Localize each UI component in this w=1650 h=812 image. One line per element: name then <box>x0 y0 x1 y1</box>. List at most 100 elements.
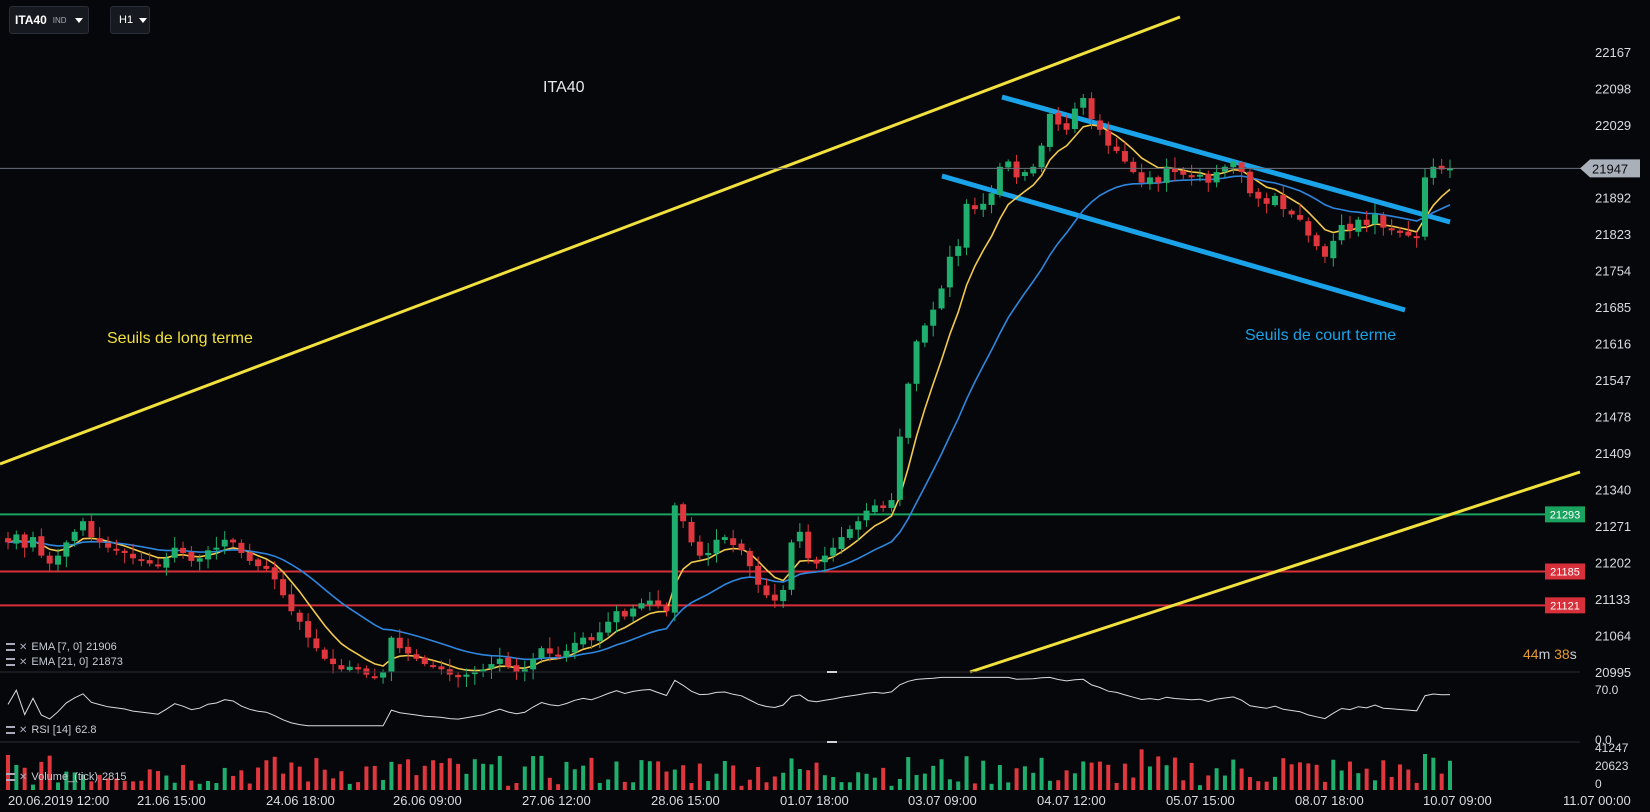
volume-bar <box>789 758 794 790</box>
candle-body <box>796 531 803 542</box>
panel-resize-handle[interactable] <box>827 741 837 743</box>
candle-body <box>913 341 920 384</box>
candle-body <box>513 665 520 672</box>
volume-bar <box>381 779 386 790</box>
volume-bar <box>1347 761 1352 790</box>
volume-bar <box>464 773 469 790</box>
candle-body <box>521 669 528 673</box>
candle-body <box>463 674 470 677</box>
candle-body <box>196 558 203 562</box>
candle-body <box>1380 215 1387 228</box>
volume-bar <box>981 760 986 790</box>
volume-bar <box>1039 757 1044 790</box>
volume-bar <box>589 757 594 790</box>
volume-bar <box>114 778 119 790</box>
ema21-legend[interactable]: ✕ EMA [21, 0] 21873 <box>6 656 123 668</box>
candle-body <box>738 543 745 551</box>
ema7-legend[interactable]: ✕ EMA [7, 0] 21906 <box>6 641 117 653</box>
long-term-upper-trendline[interactable] <box>0 15 1181 466</box>
volume-bar <box>522 766 527 790</box>
candle-body <box>46 555 53 564</box>
close-icon[interactable]: ✕ <box>19 771 28 783</box>
volume-bar <box>1072 773 1077 790</box>
volume-bar <box>1197 785 1202 790</box>
candle-body <box>405 646 412 654</box>
symbol-selector[interactable]: ITA40 IND <box>9 6 89 34</box>
panel-resize-handle[interactable] <box>827 671 837 673</box>
ema21-label: EMA [21, 0] <box>31 656 89 668</box>
rsi-tick-label: 70.0 <box>1595 683 1619 697</box>
timeframe-selector[interactable]: H1 <box>110 6 150 34</box>
volume-bar <box>714 773 719 790</box>
candle-body <box>1205 173 1212 183</box>
volume-bar <box>797 768 802 790</box>
settings-icon[interactable] <box>6 658 15 666</box>
volume-bar <box>47 755 52 790</box>
volume-bar <box>456 763 461 790</box>
close-icon[interactable]: ✕ <box>19 656 28 668</box>
trend-lines[interactable] <box>0 15 1581 674</box>
price-tick-label: 21685 <box>1595 300 1631 315</box>
candle-body <box>763 585 770 596</box>
volume-bar <box>214 783 219 790</box>
volume-bar <box>347 783 352 790</box>
volume-legend[interactable]: ✕ Volume_(tick) 2815 <box>6 771 127 783</box>
candle-body <box>146 560 153 564</box>
short-term-lower-trendline[interactable] <box>941 173 1406 313</box>
candle-body <box>1055 112 1062 125</box>
candle-body <box>471 672 478 675</box>
volume-bar <box>1306 763 1311 790</box>
volume-bar <box>447 758 452 790</box>
close-icon[interactable]: ✕ <box>19 641 28 653</box>
settings-icon[interactable] <box>6 773 15 781</box>
candle-body <box>346 666 353 671</box>
volume-bar <box>56 782 61 790</box>
volume-value: 2815 <box>102 771 127 783</box>
level-tag <box>1545 506 1585 523</box>
time-tick-label: 11.07 00:00 <box>1563 793 1631 808</box>
volume-bar <box>139 780 144 790</box>
volume-bar <box>947 779 952 790</box>
volume-bar <box>697 763 702 790</box>
candle-body <box>780 590 787 602</box>
candle-body <box>338 665 345 670</box>
settings-icon[interactable] <box>6 643 15 651</box>
candle-body <box>996 166 1003 195</box>
rsi-legend[interactable]: ✕ RSI [14] 62.8 <box>6 724 97 736</box>
volume-bar <box>1006 782 1011 790</box>
close-icon[interactable]: ✕ <box>19 724 28 736</box>
candle-body <box>1363 219 1370 225</box>
volume-bar <box>314 758 319 790</box>
candle-body <box>1430 166 1437 178</box>
candle-body <box>1280 195 1287 210</box>
price-tick-label: 21892 <box>1595 190 1631 205</box>
price-tick-label: 21547 <box>1595 373 1631 388</box>
level-value: 21185 <box>1550 566 1580 578</box>
volume-bar <box>1356 773 1361 790</box>
volume-bar <box>164 775 169 790</box>
price-axis: 22167 22098 22029 21892 21823 21754 21685 21616… <box>1595 45 1631 680</box>
time-tick-label: 26.06 09:00 <box>393 793 462 808</box>
time-tick-label: 08.07 18:00 <box>1295 793 1364 808</box>
settings-icon[interactable] <box>6 726 15 734</box>
volume-bar <box>172 782 177 790</box>
volume-bar <box>764 782 769 790</box>
volume-bar <box>356 782 361 790</box>
volume-bar <box>739 785 744 790</box>
volume-bar <box>231 775 236 790</box>
volume-bar <box>181 764 186 790</box>
volume-bar <box>1089 762 1094 790</box>
volume-bar <box>872 777 877 790</box>
volume-bar <box>897 778 902 790</box>
candle-body <box>696 541 703 556</box>
long-term-lower-trendline[interactable] <box>969 470 1581 674</box>
volume-bar <box>689 783 694 790</box>
volume-bar <box>39 761 44 790</box>
candle-body <box>455 674 462 678</box>
volume-bar <box>889 785 894 790</box>
volume-bar <box>806 770 811 790</box>
volume-bar <box>1206 775 1211 790</box>
candle-body <box>155 564 162 567</box>
volume-bar <box>481 763 486 790</box>
